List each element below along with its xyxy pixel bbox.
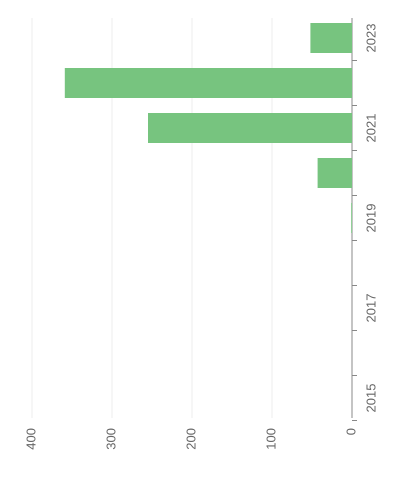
bar — [317, 158, 352, 188]
bar — [310, 23, 352, 53]
bar — [148, 113, 352, 143]
x-tick-label: 2019 — [363, 204, 378, 233]
y-tick-label: 200 — [183, 428, 198, 450]
x-tick-label: 2017 — [363, 294, 378, 323]
y-tick-label: 100 — [263, 428, 278, 450]
x-tick-label: 2023 — [363, 24, 378, 53]
y-tick-label: 300 — [103, 428, 118, 450]
y-tick-label: 400 — [23, 428, 38, 450]
x-tick-label: 2015 — [363, 384, 378, 413]
bar — [64, 68, 353, 98]
y-tick-label: 0 — [343, 428, 358, 435]
bar — [351, 203, 352, 233]
x-tick-label: 2021 — [363, 114, 378, 143]
